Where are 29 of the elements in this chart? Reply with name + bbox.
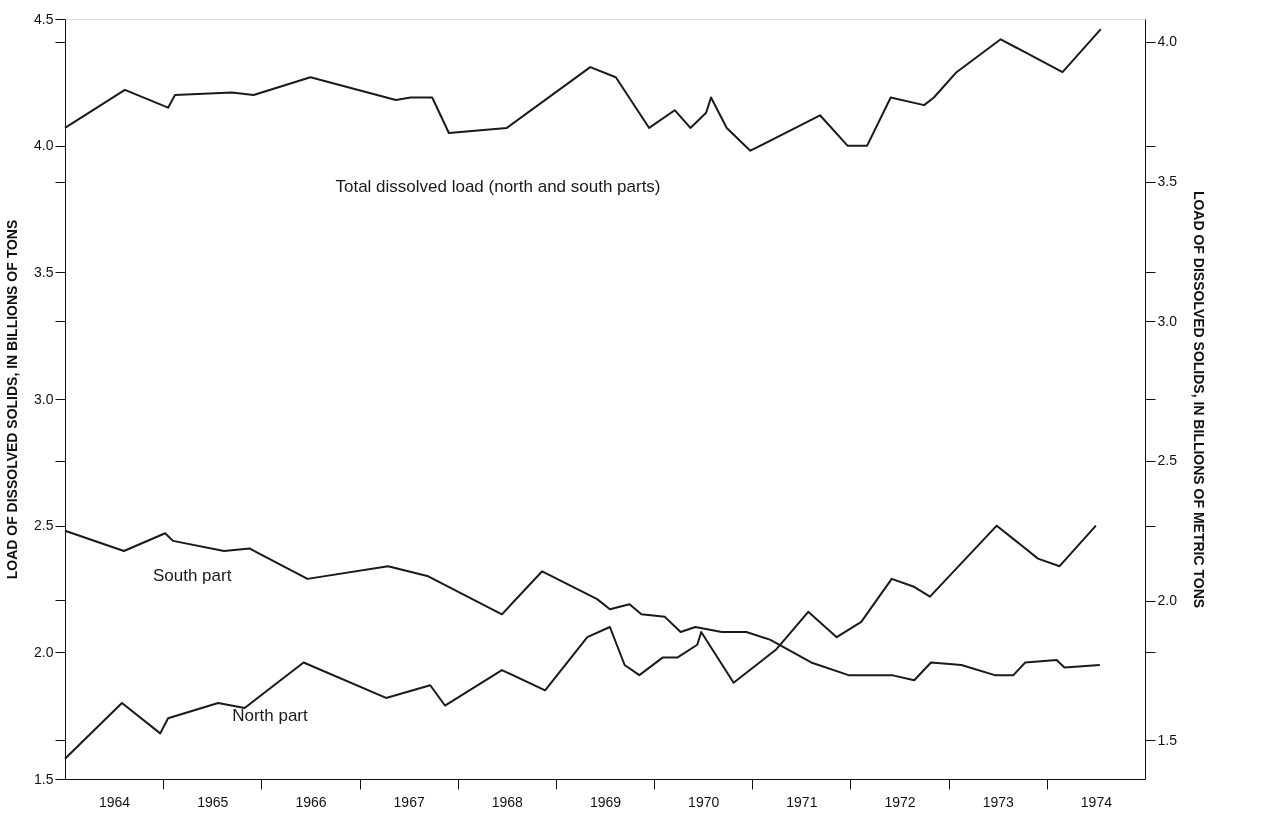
y-tick-label: 2.5 xyxy=(34,517,54,534)
x-tick-label: 1968 xyxy=(491,793,524,810)
series-label: North part xyxy=(232,706,309,725)
series-label: South part xyxy=(152,566,232,585)
x-tick-label: 1969 xyxy=(589,793,622,810)
y-tick-label: 4.0 xyxy=(34,137,54,154)
y2-axis-title: LOAD OF DISSOLVED SOLIDS, IN BILLIONS OF METRIC TONS xyxy=(1190,190,1207,609)
x-tick-label: 1965 xyxy=(197,793,229,810)
x-tick-label: 1964 xyxy=(99,793,131,810)
y-axis-title: LOAD OF DISSOLVED SOLIDS, IN BILLIONS OF TONS xyxy=(4,219,21,580)
y2-tick-label: 2.0 xyxy=(1157,592,1178,609)
y-tick-label: 3.5 xyxy=(34,263,54,280)
text: Total dissolved load (north and south parts) xyxy=(335,177,661,197)
y2-tick-label: 1.5 xyxy=(1157,731,1178,748)
y-tick-label: 1.5 xyxy=(34,770,54,787)
x-tick-label: 1974 xyxy=(1080,793,1113,810)
y-tick-label: 2.0 xyxy=(34,643,54,660)
y2-tick-label: 3.5 xyxy=(1157,173,1178,190)
y2-tick-label: 2.5 xyxy=(1157,452,1178,469)
x-tick-label: 1970 xyxy=(688,793,720,810)
x-tick-label: 1972 xyxy=(884,793,916,810)
y-tick-label: 3.0 xyxy=(34,390,54,407)
x-tick-label: 1967 xyxy=(393,793,425,810)
y2-tick-label: 3.0 xyxy=(1157,312,1178,329)
y2-tick-label: 4.0 xyxy=(1157,33,1178,50)
y-tick-label: 4.5 xyxy=(34,10,54,27)
x-tick-label: 1973 xyxy=(982,793,1015,810)
x-tick-label: 1966 xyxy=(295,793,327,810)
x-tick-label: 1971 xyxy=(786,793,818,810)
